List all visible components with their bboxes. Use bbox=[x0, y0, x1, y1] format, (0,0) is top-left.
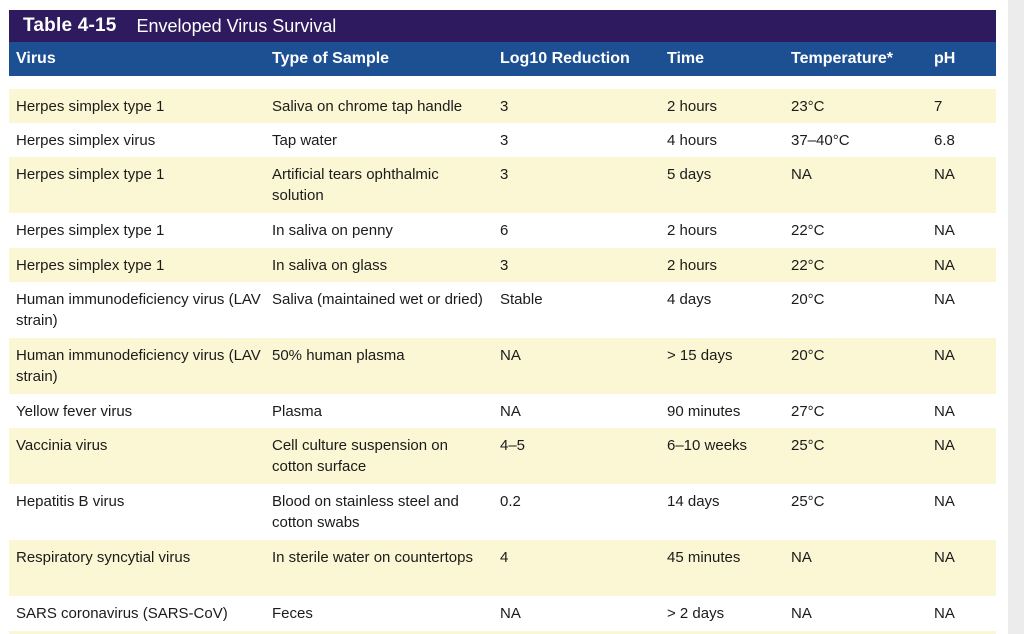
table-row: Herpes simplex type 1 In saliva on penny… bbox=[9, 213, 996, 248]
cell-virus: Herpes simplex virus bbox=[16, 132, 156, 149]
column-header-sample: Type of Sample bbox=[272, 50, 390, 67]
table-row: Human immunodeficiency virus (LAV strain… bbox=[9, 282, 996, 338]
table-row: Respiratory syncytial virus In sterile w… bbox=[9, 540, 996, 596]
cell-virus: Yellow fever virus bbox=[16, 403, 133, 420]
cell-ph: NA bbox=[934, 257, 955, 274]
cell-log-reduction: NA bbox=[500, 347, 521, 364]
cell-ph: NA bbox=[934, 347, 955, 364]
cell-temperature: 25°C bbox=[791, 493, 825, 510]
cell-log-reduction: 3 bbox=[500, 257, 509, 274]
cell-time: 5 days bbox=[667, 166, 712, 183]
table-title: Enveloped Virus Survival bbox=[136, 15, 337, 36]
cell-sample: Tap water bbox=[272, 132, 338, 149]
cell-ph: NA bbox=[934, 549, 955, 566]
cell-log-reduction: 4–5 bbox=[500, 437, 526, 454]
cell-ph: 6.8 bbox=[934, 132, 955, 149]
cell-sample: 50% human plasma bbox=[272, 347, 405, 364]
cell-log-reduction: 6 bbox=[500, 222, 509, 239]
column-header-virus: Virus bbox=[16, 50, 56, 67]
cell-ph: NA bbox=[934, 403, 955, 420]
cell-sample: Saliva on chrome tap handle bbox=[272, 98, 463, 115]
cell-time: 90 minutes bbox=[667, 403, 741, 420]
cell-log-reduction: NA bbox=[500, 605, 521, 622]
cell-virus: Herpes simplex type 1 bbox=[16, 98, 165, 115]
cell-temperature: 27°C bbox=[791, 403, 825, 420]
cell-time: 4 days bbox=[667, 291, 712, 308]
cell-sample: Blood on stainless steel and cotton swab… bbox=[272, 493, 459, 531]
column-header-time: Time bbox=[667, 50, 705, 67]
cell-virus: Human immunodeficiency virus (LAV strain… bbox=[16, 291, 261, 329]
cell-temperature: 23°C bbox=[791, 98, 825, 115]
cell-ph: 7 bbox=[934, 98, 943, 115]
cell-log-reduction: 0.2 bbox=[500, 493, 521, 510]
table-row: Vaccinia virus Cell culture suspension o… bbox=[9, 428, 996, 484]
cell-ph: NA bbox=[934, 605, 955, 622]
table-row: SARS coronavirus (SARS-CoV) Feces NA > 2… bbox=[9, 596, 996, 631]
cell-virus: Herpes simplex type 1 bbox=[16, 222, 165, 239]
cell-ph: NA bbox=[934, 222, 955, 239]
cell-temperature: 22°C bbox=[791, 222, 825, 239]
cell-time: 6–10 weeks bbox=[667, 437, 748, 454]
cell-temperature: 20°C bbox=[791, 291, 825, 308]
cell-log-reduction: Stable bbox=[500, 291, 543, 308]
cell-sample: In saliva on penny bbox=[272, 222, 393, 239]
column-header-ph: pH bbox=[934, 50, 956, 67]
table-title-bar: Table 4-15 Enveloped Virus Survival bbox=[9, 10, 996, 42]
cell-time: > 15 days bbox=[667, 347, 733, 364]
cell-ph: NA bbox=[934, 493, 955, 510]
page-edge bbox=[1008, 0, 1024, 634]
cell-log-reduction: 3 bbox=[500, 166, 509, 183]
cell-virus: Herpes simplex type 1 bbox=[16, 257, 165, 274]
cell-temperature: 25°C bbox=[791, 437, 825, 454]
cell-ph: NA bbox=[934, 166, 955, 183]
cell-time: 4 hours bbox=[667, 132, 718, 149]
cell-log-reduction: NA bbox=[500, 403, 521, 420]
cell-virus: Human immunodeficiency virus (LAV strain… bbox=[16, 347, 261, 385]
cell-sample: Feces bbox=[272, 605, 313, 622]
table-row: Herpes simplex type 1 In saliva on glass… bbox=[9, 248, 996, 282]
table-row: Human immunodeficiency virus (LAV strain… bbox=[9, 338, 996, 394]
cell-temperature: 22°C bbox=[791, 257, 825, 274]
cell-log-reduction: 3 bbox=[500, 98, 509, 115]
table-bottom-rule bbox=[9, 631, 996, 634]
cell-virus: Hepatitis B virus bbox=[16, 493, 125, 510]
cell-ph: NA bbox=[934, 291, 955, 308]
virus-survival-table: Table 4-15 Enveloped Virus Survival Viru… bbox=[9, 10, 996, 634]
cell-temperature: NA bbox=[791, 549, 812, 566]
cell-time: 14 days bbox=[667, 493, 720, 510]
cell-temperature: 20°C bbox=[791, 347, 825, 364]
cell-time: 2 hours bbox=[667, 222, 718, 239]
cell-ph: NA bbox=[934, 437, 955, 454]
column-header-temperature: Temperature* bbox=[791, 50, 893, 67]
cell-sample: Saliva (maintained wet or dried) bbox=[272, 291, 483, 308]
cell-sample: Plasma bbox=[272, 403, 323, 420]
cell-log-reduction: 3 bbox=[500, 132, 509, 149]
table-row: Herpes simplex virus Tap water 3 4 hours… bbox=[9, 123, 996, 157]
cell-sample: Cell culture suspension on cotton surfac… bbox=[272, 437, 448, 475]
cell-time: 2 hours bbox=[667, 257, 718, 274]
cell-temperature: NA bbox=[791, 605, 812, 622]
table-header-row: Virus Type of Sample Log10 Reduction Tim… bbox=[9, 42, 996, 76]
cell-temperature: NA bbox=[791, 166, 812, 183]
cell-sample: Artificial tears ophthalmic solution bbox=[272, 166, 439, 204]
cell-log-reduction: 4 bbox=[500, 549, 509, 566]
cell-time: > 2 days bbox=[667, 605, 725, 622]
table-row: Herpes simplex type 1 Artificial tears o… bbox=[9, 157, 996, 213]
cell-time: 45 minutes bbox=[667, 549, 741, 566]
header-spacer bbox=[9, 76, 996, 89]
cell-virus: Herpes simplex type 1 bbox=[16, 166, 165, 183]
cell-virus: Respiratory syncytial virus bbox=[16, 549, 191, 566]
column-header-log-reduction: Log10 Reduction bbox=[500, 50, 630, 67]
cell-virus: SARS coronavirus (SARS-CoV) bbox=[16, 605, 228, 622]
cell-temperature: 37–40°C bbox=[791, 132, 850, 149]
cell-time: 2 hours bbox=[667, 98, 718, 115]
table-row: Hepatitis B virus Blood on stainless ste… bbox=[9, 484, 996, 540]
table-row: Yellow fever virus Plasma NA 90 minutes … bbox=[9, 394, 996, 428]
cell-virus: Vaccinia virus bbox=[16, 437, 108, 454]
cell-sample: In sterile water on countertops bbox=[272, 549, 473, 566]
cell-sample: In saliva on glass bbox=[272, 257, 388, 274]
table-row: Herpes simplex type 1 Saliva on chrome t… bbox=[9, 89, 996, 123]
table-number: Table 4-15 bbox=[23, 15, 117, 36]
